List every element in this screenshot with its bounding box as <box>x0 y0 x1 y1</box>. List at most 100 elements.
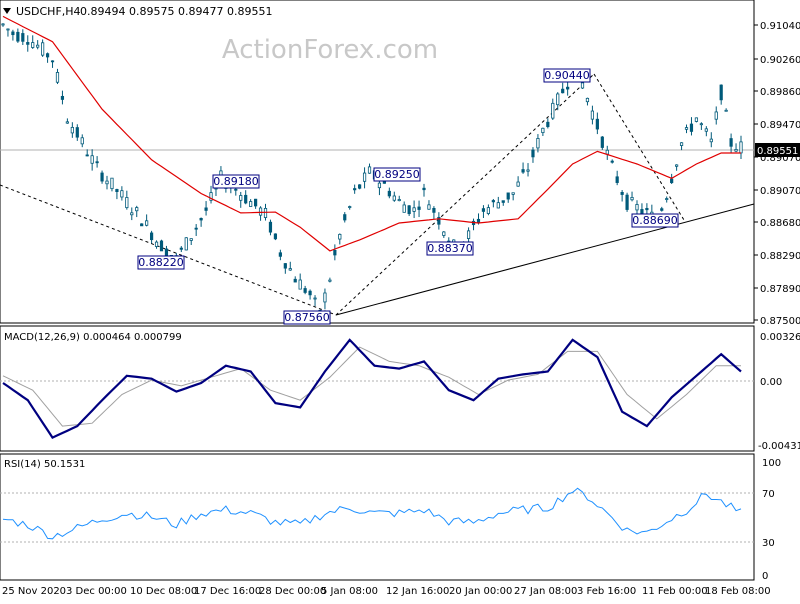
candle-body <box>536 138 540 149</box>
candle-body <box>145 220 149 226</box>
candle-body <box>293 278 297 283</box>
candle-body <box>323 292 327 303</box>
candle-body <box>36 44 40 48</box>
candle-body <box>31 42 35 48</box>
price-tick: 0.87890 <box>760 284 800 295</box>
annotation-box-0.88220 <box>137 255 185 270</box>
candle-body <box>85 154 89 157</box>
candle-body <box>115 189 119 192</box>
candle-body <box>263 208 268 218</box>
candle-body <box>268 221 273 233</box>
candle-body <box>41 42 45 56</box>
dropdown-triangle-icon[interactable] <box>3 8 11 14</box>
candle-body <box>665 198 669 200</box>
candle-body <box>729 138 733 147</box>
candle-body <box>675 164 679 167</box>
candle-body <box>684 127 689 130</box>
annotation-0.87560: 0.87560 <box>284 311 330 324</box>
candle-body <box>546 121 550 128</box>
candle-body <box>679 142 684 146</box>
candle-body <box>734 148 738 152</box>
candle-body <box>45 53 50 58</box>
candle-body <box>234 188 238 191</box>
time-label: 20 Jan 00:00 <box>449 586 512 597</box>
candle-body <box>303 288 307 293</box>
candle-body <box>521 169 525 173</box>
candle-body <box>75 127 79 138</box>
annotation-0.88370: 0.88370 <box>427 242 473 255</box>
annotation-0.88690: 0.88690 <box>632 214 678 227</box>
candle-body <box>640 209 644 214</box>
candle-body <box>362 172 367 182</box>
candle-body <box>194 227 198 230</box>
annotation-box-0.89250 <box>373 167 421 182</box>
candle-body <box>466 230 471 239</box>
candle-body <box>595 118 599 130</box>
candle-body <box>343 214 347 221</box>
candle-body <box>189 238 193 241</box>
candle-body <box>397 199 401 202</box>
candle-body <box>16 31 20 42</box>
macd-tick-top: 0.003269 <box>760 332 800 343</box>
candle-body <box>531 149 535 158</box>
annotation-box-0.90440 <box>543 68 591 83</box>
candle-body <box>140 223 144 227</box>
candle-body <box>184 237 188 251</box>
candle-body <box>135 207 139 212</box>
decline-trendline <box>593 73 685 221</box>
time-label: 3 Feb 16:00 <box>577 586 636 597</box>
candle-body <box>704 128 708 132</box>
price-axis: 0.91040 0.90260 0.89860 0.89470 0.89070 … <box>754 21 800 327</box>
time-label: 28 Dec 00:00 <box>259 586 326 597</box>
candle-body <box>338 233 342 240</box>
candle-body <box>283 263 287 269</box>
candle-body <box>11 31 15 36</box>
candle-body <box>481 208 486 212</box>
candle-body <box>254 198 258 207</box>
candle-body <box>526 169 530 172</box>
candle-body <box>149 232 154 241</box>
time-label: 11 Feb 00:00 <box>642 586 708 597</box>
candle-body <box>333 249 337 256</box>
candle-body <box>110 177 114 190</box>
candle-body <box>204 207 208 211</box>
time-label: 17 Dec 16:00 <box>194 586 261 597</box>
price-tick: 0.89860 <box>760 87 800 98</box>
candle-body <box>402 204 406 213</box>
candle-body <box>105 180 109 185</box>
price-tick: 0.89070 <box>760 153 800 164</box>
candle-body <box>407 205 411 215</box>
time-label: 18 Feb 08:00 <box>705 586 771 597</box>
candle-body <box>516 181 520 187</box>
candle-body <box>288 268 292 271</box>
rsi-line <box>2 487 742 540</box>
candle-body <box>610 160 614 163</box>
candle-body <box>630 197 634 201</box>
macd-signal-line <box>2 346 741 427</box>
candle-body <box>358 184 362 189</box>
candle-body <box>670 178 674 184</box>
candle-body <box>709 138 713 143</box>
price-tick: 0.88290 <box>760 251 800 262</box>
candle-body <box>689 123 694 132</box>
candle-body <box>353 188 357 191</box>
candle-body <box>90 155 94 164</box>
symbol-label: USDCHF,H4 <box>16 5 81 18</box>
watermark: ActionForex.com <box>222 35 438 65</box>
candle-body <box>100 172 104 182</box>
candle-body <box>80 137 84 145</box>
candle-body <box>154 241 159 247</box>
candle-body <box>258 207 263 216</box>
price-tick: 0.88680 <box>760 218 800 229</box>
candle-body <box>501 200 505 203</box>
time-label: 3 Dec 00:00 <box>66 586 127 597</box>
candle-body <box>585 97 590 103</box>
candle-body <box>714 111 718 120</box>
candle-body <box>561 88 565 94</box>
candle-body <box>694 117 699 122</box>
price-tick: 0.89070 <box>760 186 800 197</box>
rsi-tick-0: 0 <box>762 571 768 582</box>
candle-body <box>496 202 500 209</box>
